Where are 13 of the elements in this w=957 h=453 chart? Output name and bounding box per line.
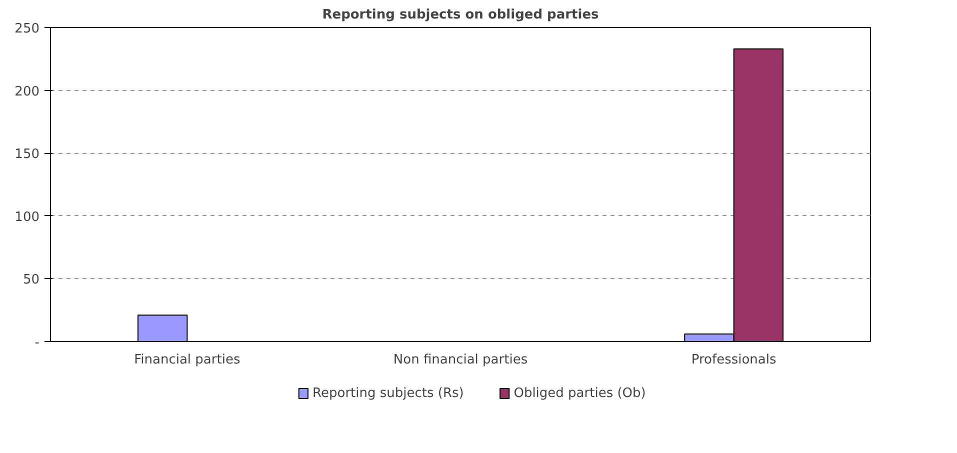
y-tick-label: 200: [14, 84, 40, 100]
legend-label: Obliged parties (Ob): [514, 386, 646, 401]
y-tick-label: -: [34, 336, 40, 350]
x-tick-label: Non financial parties: [393, 352, 528, 368]
chart-title: Reporting subjects on obliged parties: [322, 8, 600, 22]
y-tick-label: 100: [14, 210, 40, 225]
bar: [137, 314, 188, 342]
y-tick-label: 150: [14, 147, 40, 162]
y-tick-label: 50: [22, 272, 40, 288]
legend-label: Reporting subjects (Rs): [312, 386, 464, 401]
x-tick-label: Professionals: [691, 352, 777, 368]
x-tick-label: Financial parties: [134, 352, 240, 368]
y-tick-label: 250: [14, 22, 40, 36]
